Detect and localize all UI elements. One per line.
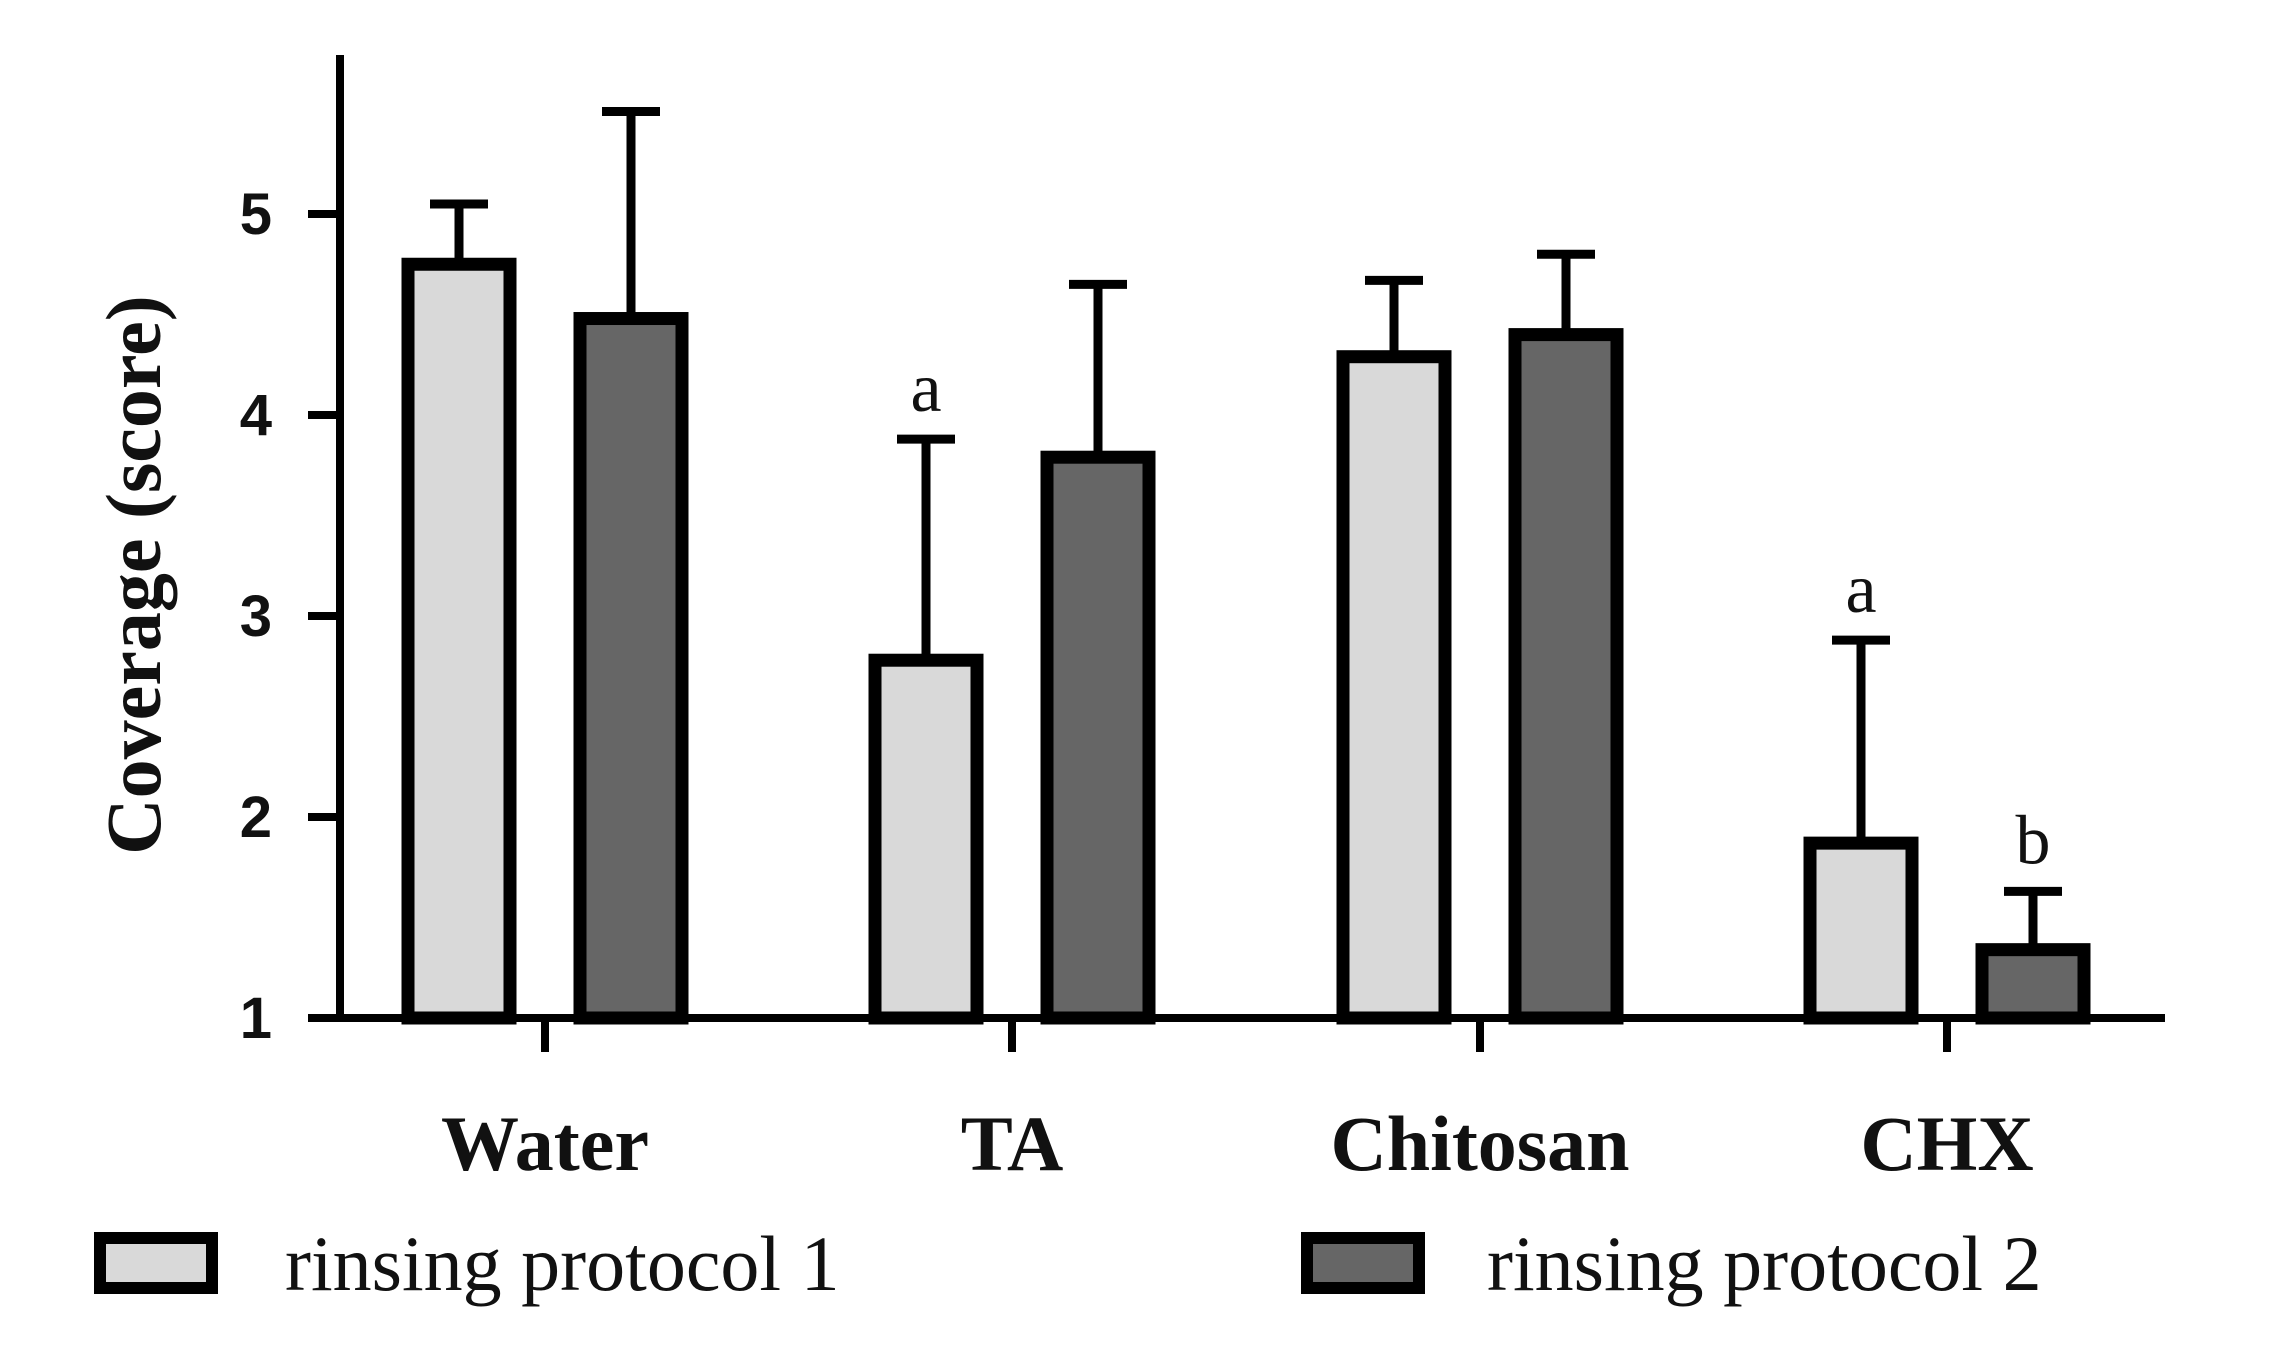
legend-label-s1: rinsing protocol 1 bbox=[285, 1220, 840, 1307]
x-tick-label-chitosan: Chitosan bbox=[1330, 1100, 1629, 1187]
labels-layer: a a b 1 2 3 4 5 Water TA Chitosan CHX bbox=[240, 182, 2051, 1187]
legend-label-s2: rinsing protocol 2 bbox=[1487, 1220, 2042, 1307]
legend-swatch-s2 bbox=[1301, 1232, 1425, 1294]
bar-water-s2 bbox=[573, 312, 689, 1025]
y-tick-label-2: 2 bbox=[240, 785, 272, 850]
y-tick-label-5: 5 bbox=[240, 182, 272, 247]
bar-chx-s2 bbox=[1975, 943, 2091, 1025]
bars-layer bbox=[401, 106, 2091, 1025]
annotation-chx-s1: a bbox=[1845, 551, 1876, 628]
y-tick-label-4: 4 bbox=[240, 383, 272, 448]
legend: rinsing protocol 1 rinsing protocol 2 bbox=[94, 1220, 2042, 1307]
annotation-ta-s1: a bbox=[910, 350, 941, 427]
axes-layer bbox=[308, 55, 2165, 1052]
bar-ta-s1 bbox=[868, 653, 984, 1025]
bar-chx-s1 bbox=[1803, 836, 1919, 1025]
bar-ta-s2 bbox=[1040, 450, 1156, 1025]
y-axis-title: Coverage (score) bbox=[90, 295, 177, 854]
x-tick-label-water: Water bbox=[441, 1100, 649, 1187]
x-tick-label-chx: CHX bbox=[1860, 1100, 2033, 1187]
annotation-chx-s2: b bbox=[2016, 802, 2051, 879]
bar-chitosan-s1 bbox=[1336, 350, 1452, 1025]
y-tick-label-3: 3 bbox=[240, 584, 272, 649]
bar-chitosan-s2 bbox=[1508, 328, 1624, 1025]
bar-water-s1 bbox=[401, 257, 517, 1025]
y-tick-label-1: 1 bbox=[240, 986, 272, 1051]
x-tick-label-ta: TA bbox=[961, 1100, 1064, 1187]
legend-swatch-s1 bbox=[94, 1232, 218, 1294]
